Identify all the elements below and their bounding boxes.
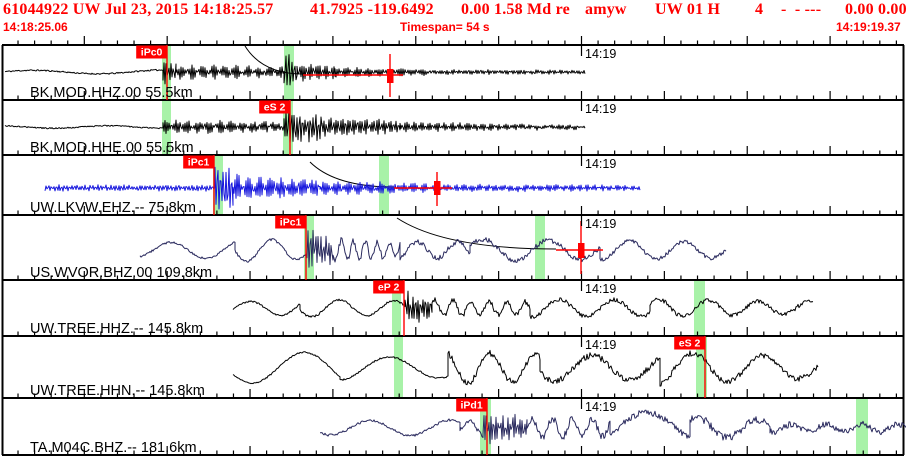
phase-pick-flag[interactable] <box>674 336 705 350</box>
waveform-trace-2[interactable] <box>4 109 586 144</box>
pick-window-band <box>694 280 705 336</box>
window-end-time: 14:19:19.37 <box>836 20 901 34</box>
trace-station-label: UW.TREE.HHN.-- 145.8km <box>30 383 205 399</box>
pick-window-band <box>284 45 294 100</box>
phase-pick-flag[interactable] <box>275 215 306 229</box>
phase-pick-flag[interactable] <box>456 398 487 412</box>
phase-pick-label: eS 2 <box>264 102 286 114</box>
coda-end-handle[interactable] <box>578 243 585 258</box>
coda-end-handle[interactable] <box>434 181 441 195</box>
waveform-trace-1[interactable] <box>4 54 586 86</box>
minute-label: 14:19 <box>585 157 616 171</box>
trace-station-label: BK.MOD.HHE.00 55.5km <box>30 140 194 156</box>
event-authcode: UW 01 H <box>655 1 721 18</box>
minute-label: 14:19 <box>585 338 616 352</box>
event-errors: 0.00 0.00 <box>845 1 906 18</box>
trace-station-label: BK.MOD.HHZ.00 55.5km <box>30 85 193 101</box>
event-magnitude: 0.00 1.58 Md re <box>461 1 570 18</box>
phase-pick-label: iPc1 <box>280 217 302 229</box>
trace-station-label: UW.TREE.HHZ.-- 145.8km <box>30 321 203 337</box>
trace-station-label: UW.LKVW.EHZ.-- 75.8km <box>30 200 196 216</box>
pick-window-band <box>304 215 314 280</box>
waveform-trace-3[interactable] <box>44 166 641 210</box>
station-count: 4 <box>755 1 764 18</box>
phase-pick-flag[interactable] <box>183 155 214 169</box>
pick-window-band <box>696 336 707 398</box>
phase-pick-flag[interactable] <box>373 280 404 294</box>
waveform-trace-5[interactable] <box>232 290 814 323</box>
event-location: 41.7925 -119.6492 <box>310 1 434 18</box>
minute-label: 14:19 <box>585 282 616 296</box>
waveform-trace-4[interactable] <box>139 229 727 268</box>
phase-pick-flag[interactable] <box>136 45 167 59</box>
pick-window-band <box>392 280 401 336</box>
phase-pick-label: iPd1 <box>461 400 483 412</box>
minute-label: 14:19 <box>585 217 616 231</box>
phase-pick-label: eS 2 <box>679 338 701 350</box>
phase-pick-flag[interactable] <box>259 100 290 114</box>
minute-label: 14:19 <box>585 102 616 116</box>
window-start-time: 14:18:25.06 <box>3 20 68 34</box>
waveform-trace-7[interactable] <box>320 409 906 445</box>
coda-end-handle[interactable] <box>387 69 394 83</box>
waveform-trace-6[interactable] <box>232 349 819 387</box>
minute-label: 14:19 <box>585 47 616 61</box>
analyst-initials: amyw <box>585 1 627 18</box>
timespan-label: Timespan= 54 s <box>400 20 490 34</box>
trace-station-label: US.WVOR.BHZ.00 109.8km <box>30 265 212 281</box>
phase-pick-label: iPc1 <box>188 157 210 169</box>
event-flags: - - --- <box>781 1 822 18</box>
pick-window-band <box>535 215 545 280</box>
pick-window-band <box>856 398 868 455</box>
phase-pick-label: eP 2 <box>378 282 400 294</box>
phase-pick-label: iPc0 <box>141 47 163 59</box>
coda-decay-curve <box>396 217 557 250</box>
pick-window-band <box>394 336 403 398</box>
trace-station-label: TA.M04C.BHZ.-- 181.6km <box>30 440 197 456</box>
minute-label: 14:19 <box>585 400 616 414</box>
event-id-origin: 61044922 UW Jul 23, 2015 14:18:25.57 <box>3 1 274 18</box>
